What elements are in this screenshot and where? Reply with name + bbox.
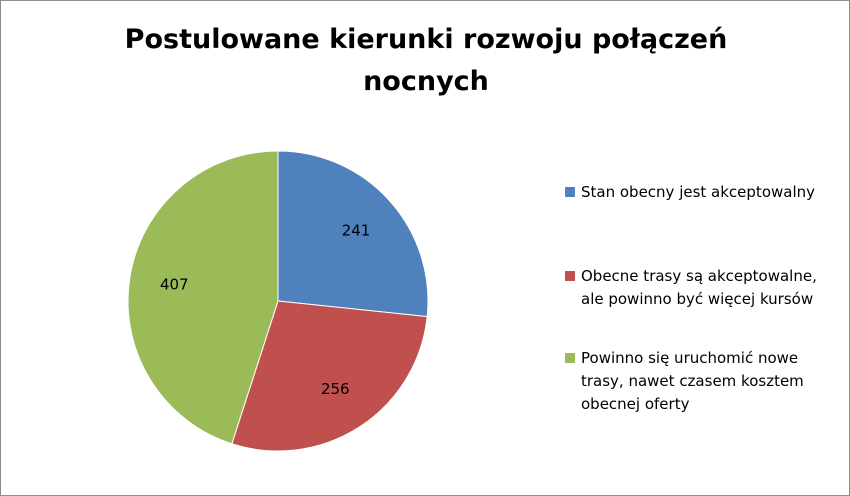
pie-slice-labels: 241 256 407 [160,222,370,398]
legend-swatch-blue [565,187,575,197]
pie-slices [127,150,429,452]
pie-slice-nowe-trasy [127,150,279,445]
pie-slice-stan-obecny [277,150,429,318]
chart-title: Postulowane kierunki rozwoju połączeń no… [124,24,728,97]
legend-item-obecne-trasy: Obecne trasy są akceptowalne, ale powinn… [565,265,843,311]
pie-slice-value-label: 256 [321,380,350,398]
legend-swatch-green [565,353,575,363]
legend-label: Powinno się uruchomić nowe trasy, nawet … [581,349,804,413]
pie-slice-obecne-trasy [231,300,428,452]
pie-slice-value-label: 241 [342,222,371,240]
legend-item-stan-obecny: Stan obecny jest akceptowalny [565,181,843,204]
legend-label: Stan obecny jest akceptowalny [581,183,816,201]
pie-slice-value-label: 407 [160,276,189,294]
legend-swatch-red [565,271,575,281]
legend-label: Obecne trasy są akceptowalne, ale powinn… [581,267,817,308]
legend-item-nowe-trasy: Powinno się uruchomić nowe trasy, nawet … [565,347,843,416]
